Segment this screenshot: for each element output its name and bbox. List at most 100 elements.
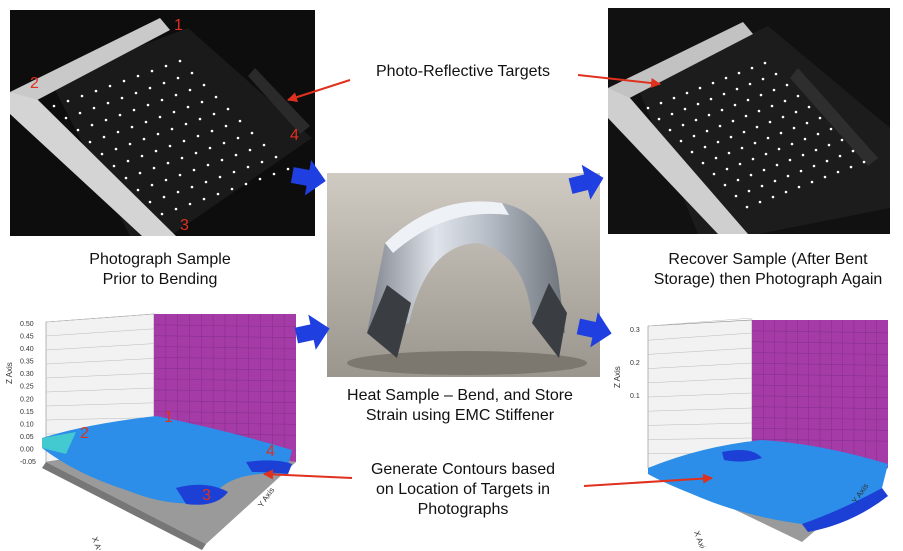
target-dot: [78, 111, 82, 115]
target-dot: [803, 137, 807, 141]
target-dot: [286, 167, 290, 171]
caption-recover-sample: Recover Sample (After Bent Storage) then…: [653, 251, 883, 288]
target-dot: [152, 166, 156, 170]
target-dot: [216, 192, 220, 196]
target-dot: [176, 76, 180, 80]
target-dot: [757, 109, 761, 113]
z-tick-label: 0.50: [20, 321, 34, 328]
target-dot: [136, 188, 140, 192]
target-dot: [745, 205, 749, 209]
contour-plot-after: 0.3 0.2 0.1 Z Axis X Axis Y Axis: [612, 318, 898, 548]
target-dot: [154, 149, 158, 153]
target-dot: [168, 144, 172, 148]
target-dot: [771, 195, 775, 199]
target-dot: [683, 107, 687, 111]
target-dot: [92, 106, 96, 110]
target-dot: [705, 129, 709, 133]
target-dot: [164, 178, 168, 182]
target-dot: [840, 138, 844, 142]
target-dot: [696, 102, 700, 106]
target-dot: [140, 154, 144, 158]
target-dot: [64, 116, 68, 120]
target-dot: [200, 100, 204, 104]
target-dot: [208, 146, 212, 150]
target-dot: [761, 77, 765, 81]
plot-marker-1: 1: [164, 409, 173, 426]
target-dot: [646, 106, 650, 110]
target-dot: [794, 110, 798, 114]
target-dot: [162, 81, 166, 85]
target-dot: [755, 125, 759, 129]
target-dot: [712, 172, 716, 176]
target-dot: [707, 113, 711, 117]
caption-generate-contours: Generate Contours based on Location of T…: [370, 461, 556, 518]
marker-1: 1: [174, 17, 183, 34]
target-dot: [198, 117, 202, 121]
target-dot: [768, 120, 772, 124]
z-tick-label: 0.40: [20, 346, 34, 353]
target-dot: [172, 110, 176, 114]
marker-4: 4: [290, 127, 299, 144]
target-dot: [122, 79, 126, 83]
target-dot: [818, 116, 822, 120]
target-dot: [222, 141, 226, 145]
target-dot: [709, 97, 713, 101]
z-tick-label: 0.45: [20, 334, 34, 341]
target-dot: [146, 103, 150, 107]
target-dot: [698, 86, 702, 90]
target-dot: [825, 159, 829, 163]
target-dot: [238, 119, 242, 123]
target-dot: [174, 207, 178, 211]
target-dot: [672, 96, 676, 100]
target-dot: [735, 87, 739, 91]
target-dot: [796, 94, 800, 98]
target-dot: [738, 162, 742, 166]
target-dot: [773, 179, 777, 183]
target-dot: [236, 136, 240, 140]
target-dot: [180, 156, 184, 160]
target-dot: [156, 132, 160, 136]
target-dot: [166, 161, 170, 165]
target-dot: [731, 119, 735, 123]
target-dot: [128, 142, 132, 146]
target-dot: [218, 175, 222, 179]
target-dot: [784, 190, 788, 194]
target-dot: [750, 66, 754, 70]
z-axis-label: Z Axis: [6, 362, 14, 384]
target-dot: [88, 140, 92, 144]
target-dot: [685, 91, 689, 95]
target-dot: [202, 197, 206, 201]
target-dot: [80, 94, 84, 98]
z-tick-label: 0.25: [20, 384, 34, 391]
target-dot: [118, 113, 122, 117]
target-dot: [176, 190, 180, 194]
z-tick-label: 0.2: [630, 360, 640, 367]
target-dot: [94, 89, 98, 93]
target-dot: [138, 171, 142, 175]
z-tick-label: 0.20: [20, 396, 34, 403]
target-dot: [770, 104, 774, 108]
target-dot: [807, 105, 811, 109]
target-dot: [202, 83, 206, 87]
target-dot: [144, 120, 148, 124]
target-dot: [160, 212, 164, 216]
target-dot: [762, 168, 766, 172]
target-dot: [190, 71, 194, 75]
target-dot: [162, 195, 166, 199]
target-dot: [823, 175, 827, 179]
target-dot: [714, 156, 718, 160]
target-dot: [740, 146, 744, 150]
target-dot: [108, 84, 112, 88]
target-dot: [749, 173, 753, 177]
target-dot: [142, 137, 146, 141]
photo-bent-sample: [327, 173, 600, 377]
blue-arrow-to-recover: [568, 164, 604, 200]
z-tick-label: 0.30: [20, 371, 34, 378]
target-dot: [724, 76, 728, 80]
contour-plot-before: 1 2 4 3 0.50 0.45 0.40 0.35 0.30 0.25 0.20 0.15…: [6, 312, 306, 550]
target-dot: [805, 121, 809, 125]
target-dot: [100, 152, 104, 156]
target-dot: [90, 123, 94, 127]
z-axis-label-right: Z Axis: [613, 366, 622, 388]
target-dot: [246, 165, 250, 169]
